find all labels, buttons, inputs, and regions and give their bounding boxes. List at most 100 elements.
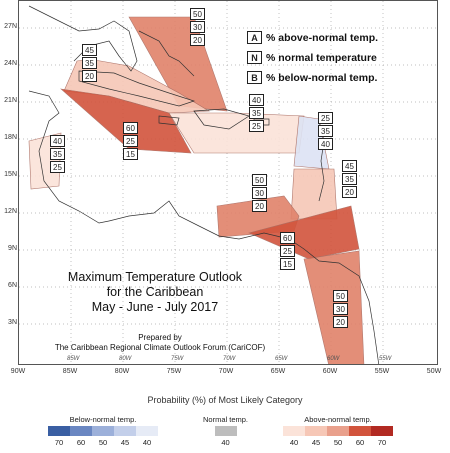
legend-normal: N % normal temperature — [247, 50, 377, 65]
prepared-line: Prepared by — [138, 333, 182, 342]
colorbar-tick: 40 — [289, 438, 299, 447]
legend-below: B % below-normal temp. — [247, 70, 377, 85]
legend-above: A % above-normal temp. — [247, 30, 378, 45]
colorbar-normal-label: Normal temp. — [203, 415, 249, 424]
prob-below: 25 — [249, 120, 264, 132]
colorbar-below-label: Below-normal temp. — [69, 415, 137, 424]
map-title-line: Maximum Temperature Outlook — [67, 270, 243, 284]
colorbar-swatch — [349, 426, 371, 436]
stack-lesser-antilles-north: 25 35 40 — [318, 112, 333, 151]
colorbar-normal: Normal temp. 40 — [203, 415, 248, 447]
colorbar-below: Below-normal temp. 70 60 50 45 40 — [48, 415, 158, 447]
colorbar-title: Probability (%) of Most Likely Category — [147, 395, 303, 405]
prob-above: 45 — [342, 160, 357, 172]
prob-above: 50 — [252, 174, 267, 186]
colorbar-tick: 50 — [333, 438, 343, 447]
prob-normal: 30 — [333, 303, 348, 315]
colorbar-tick: 60 — [76, 438, 86, 447]
stack-trinidad: 60 25 15 — [280, 232, 295, 271]
prob-normal: 25 — [280, 245, 295, 257]
colorbar-swatch — [371, 426, 393, 436]
inner-lon-label: 85W — [67, 356, 80, 362]
lat-label: 18N — [4, 134, 17, 141]
prob-normal: 35 — [82, 57, 97, 69]
inner-lon-label: 55W — [379, 356, 392, 362]
prob-normal: 35 — [50, 148, 65, 160]
prob-below: 40 — [318, 138, 333, 150]
inner-lon-label: 75W — [171, 356, 184, 362]
prob-below: 25 — [50, 161, 65, 173]
colorbar-above: Above-normal temp. 40 45 50 60 70 — [283, 415, 393, 447]
colorbar-tick: 70 — [377, 438, 387, 447]
prob-below: 20 — [342, 186, 357, 198]
region-cuba-south — [60, 88, 192, 154]
map-title-line: for the Caribbean — [106, 285, 204, 299]
lon-label: 50W — [426, 368, 442, 375]
prob-normal: 35 — [318, 125, 333, 137]
stack-hispaniola: 40 35 25 — [249, 94, 264, 133]
region-hispaniola — [168, 112, 305, 154]
lat-label: 12N — [4, 208, 17, 215]
colorbar-swatch — [327, 426, 349, 436]
legend-key-above: A — [247, 31, 262, 44]
prob-above: 45 — [82, 44, 97, 56]
prob-above: 60 — [123, 122, 138, 134]
lon-label: 80W — [114, 368, 130, 375]
colorbar-normal-swatches — [203, 426, 248, 436]
lon-label: 65W — [270, 368, 286, 375]
category-legend: A % above-normal temp. N % normal temper… — [247, 30, 437, 85]
inner-lon-label: 65W — [275, 356, 288, 362]
colorbar-normal-ticks: 40 — [203, 438, 248, 447]
prepared-by: Prepared by The Caribbean Regional Clima… — [30, 333, 290, 353]
prob-above: 50 — [190, 8, 205, 20]
prob-normal: 30 — [252, 187, 267, 199]
prob-above: 25 — [318, 112, 333, 124]
prob-below: 15 — [123, 148, 138, 160]
legend-key-normal: N — [247, 51, 262, 64]
colorbar-swatch — [48, 426, 70, 436]
inner-lon-label: 70W — [223, 356, 236, 362]
colorbar-below-ticks: 70 60 50 45 40 — [48, 438, 158, 447]
colorbar-below-swatches — [48, 426, 158, 436]
stack-lesser-antilles-south: 45 35 20 — [342, 160, 357, 199]
colorbar-tick: 45 — [120, 438, 130, 447]
region-bahamas — [128, 16, 228, 112]
prob-below: 20 — [82, 70, 97, 82]
legend-text-normal: % normal temperature — [266, 51, 377, 64]
legend-key-below: B — [247, 71, 262, 84]
colorbar-swatch — [283, 426, 305, 436]
stack-central-america: 40 35 25 — [50, 135, 65, 174]
lat-label: 3N — [8, 319, 17, 326]
colorbar-above-swatches — [283, 426, 393, 436]
coastlines — [28, 5, 380, 364]
colorbar-tick: 50 — [98, 438, 108, 447]
colorbar-tick: 40 — [142, 438, 152, 447]
stack-bahamas: 50 30 20 — [190, 8, 205, 47]
lat-label: 21N — [4, 97, 17, 104]
colorbar-swatch — [92, 426, 114, 436]
lat-label: 9N — [8, 245, 17, 252]
prob-above: 60 — [280, 232, 295, 244]
prepared-line: The Caribbean Regional Climate Outlook F… — [54, 343, 266, 352]
prob-above: 40 — [249, 94, 264, 106]
legend-text-above: % above-normal temp. — [266, 31, 379, 44]
lon-label: 60W — [322, 368, 338, 375]
prob-normal: 35 — [249, 107, 264, 119]
colorbar-tick: 60 — [355, 438, 365, 447]
lat-label: 15N — [4, 171, 17, 178]
prob-below: 15 — [280, 258, 295, 270]
prob-below: 20 — [190, 34, 205, 46]
lon-label: 85W — [62, 368, 78, 375]
lon-label: 55W — [374, 368, 390, 375]
stack-cuba-west: 45 35 20 — [82, 44, 97, 83]
colorbar-swatch — [136, 426, 158, 436]
prob-normal: 25 — [123, 135, 138, 147]
inner-lon-label: 60W — [327, 356, 340, 362]
prob-below: 20 — [252, 200, 267, 212]
prob-above: 40 — [50, 135, 65, 147]
colorbar-tick: 40 — [221, 438, 230, 447]
colorbar-above-ticks: 40 45 50 60 70 — [283, 438, 393, 447]
lon-label: 75W — [166, 368, 182, 375]
lat-label: 6N — [8, 282, 17, 289]
inner-lon-label: 80W — [119, 356, 132, 362]
